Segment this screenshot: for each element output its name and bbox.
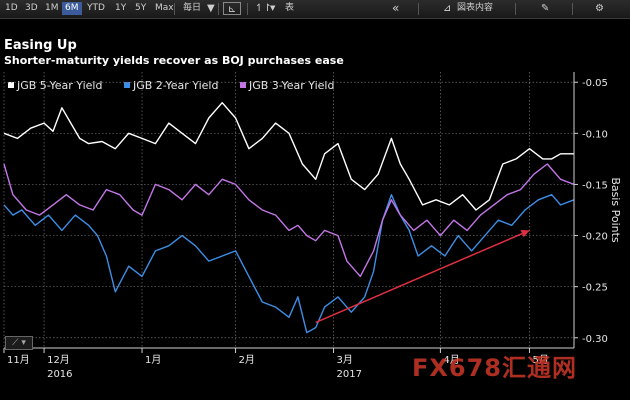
watermark-logo: FX678汇通网 xyxy=(412,348,577,383)
x-tick-label: 1月 xyxy=(145,354,161,366)
trend-arrow-head xyxy=(520,229,530,238)
y-tick-label: -0.30 xyxy=(582,334,608,345)
trend-arrow-line xyxy=(315,229,530,324)
period-5y[interactable]: 5Y xyxy=(135,3,147,13)
adjust-icon[interactable]: ↿↾ xyxy=(255,3,272,14)
chevron-down-icon[interactable]: ▼ xyxy=(207,3,215,14)
legend-label: JGB 5-Year Yield xyxy=(17,79,103,92)
line-chart-icon[interactable]: ⊾ xyxy=(223,2,241,15)
y-tick-label: -0.15 xyxy=(582,180,608,191)
toolbar-divider xyxy=(418,3,419,15)
legend-item-2y: JGB 2-Year Yield xyxy=(124,79,218,92)
period-1y[interactable]: 1Y xyxy=(115,3,127,13)
legend-swatch xyxy=(124,82,130,88)
toolbar-divider xyxy=(572,3,573,15)
legend-item-3y: JGB 3-Year Yield xyxy=(240,79,334,92)
x-tick-label: 2月 xyxy=(239,354,255,366)
x-tick-label: 12月 xyxy=(47,354,70,366)
x-tick-label: 3月 xyxy=(337,354,353,366)
legend-label: JGB 2-Year Yield xyxy=(133,79,219,92)
chart-toolbar: 1D 3D 1M 6M YTD 1Y 5Y Max 毎日 ▼ ⊾ ↿↾ ▼ 表 … xyxy=(0,0,630,19)
period-1m[interactable]: 1M xyxy=(45,3,59,13)
toolbar-divider xyxy=(174,3,175,15)
chevron-down-icon[interactable]: ▼ xyxy=(270,4,276,12)
y-tick-label: -0.10 xyxy=(582,129,608,140)
y-tick-label: -0.25 xyxy=(582,283,608,294)
chart-subtitle: Shorter-maturity yields recover as BOJ p… xyxy=(4,54,344,67)
x-year-label: 2016 xyxy=(47,369,72,380)
y-tick-label: -0.05 xyxy=(582,78,608,89)
frequency-select[interactable]: 毎日 xyxy=(183,3,202,13)
y-axis-title: Basis Points xyxy=(609,177,622,243)
graph-icon[interactable]: ⊿ xyxy=(443,3,452,14)
y-tick-label: -0.20 xyxy=(582,232,608,243)
legend-item-5y: JGB 5-Year Yield xyxy=(8,79,102,92)
collapse-icon[interactable]: « xyxy=(392,1,400,15)
series-line-2 xyxy=(3,163,575,278)
legend-label: JGB 3-Year Yield xyxy=(249,79,335,92)
toolbar-divider xyxy=(515,3,516,15)
series-line-0 xyxy=(3,102,574,211)
x-year-label: 2017 xyxy=(337,369,362,380)
legend-swatch xyxy=(8,82,14,88)
legend-swatch xyxy=(240,82,246,88)
period-6m[interactable]: 6M xyxy=(62,2,82,15)
period-ytd[interactable]: YTD xyxy=(87,3,105,13)
chart-type-toggle-icon[interactable]: ⟋ ▾ xyxy=(5,336,33,350)
period-1d[interactable]: 1D xyxy=(5,3,18,13)
watermark-text: FX678汇通网 xyxy=(412,354,577,382)
toolbar-divider xyxy=(218,3,219,15)
edit-icon[interactable]: ✎ xyxy=(541,3,550,14)
table-button[interactable]: 表 xyxy=(285,3,295,13)
series-line-1 xyxy=(3,194,575,334)
chart-title: Easing Up xyxy=(4,38,77,53)
period-max[interactable]: Max xyxy=(155,3,174,13)
chart-contents-button[interactable]: 図表内容 xyxy=(457,3,494,13)
x-tick-label: 11月 xyxy=(7,354,30,366)
toolbar-divider xyxy=(247,3,248,15)
period-3d[interactable]: 3D xyxy=(25,3,38,13)
gear-icon[interactable]: ⚙ xyxy=(595,3,604,14)
